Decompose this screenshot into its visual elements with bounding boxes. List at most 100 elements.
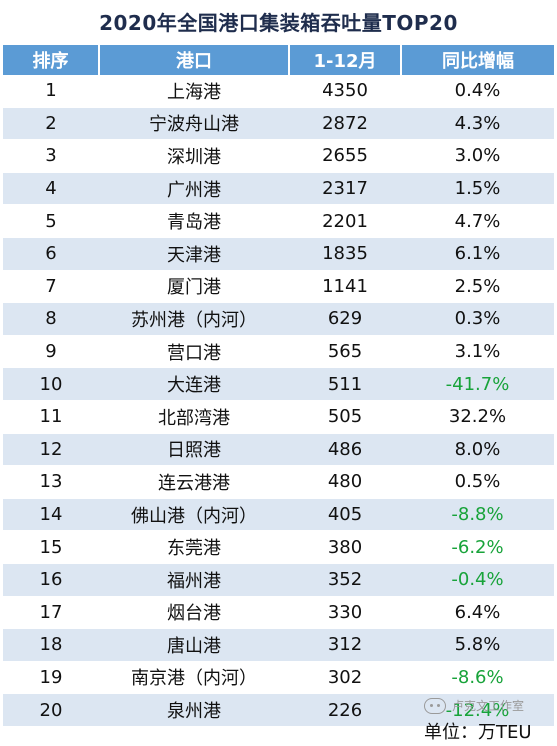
cell-growth: 6.1% [401, 237, 554, 271]
table-row: 11 北部湾港 505 32.2% [3, 400, 554, 434]
header-volume: 1-12月 [289, 45, 402, 75]
cell-rank: 20 [3, 693, 99, 727]
cell-growth: 3.1% [401, 335, 554, 369]
cell-volume: 505 [289, 400, 401, 434]
cell-port: 苏州港（内河） [99, 302, 289, 336]
cell-rank: 3 [3, 139, 99, 173]
cell-growth: 32.2% [401, 400, 554, 434]
table-row: 2 宁波舟山港 2872 4.3% [3, 107, 554, 141]
cell-port: 天津港 [99, 237, 289, 271]
cell-volume: 405 [289, 498, 401, 532]
cell-port: 烟台港 [99, 596, 289, 630]
cell-port: 南京港（内河） [99, 661, 289, 695]
cell-rank: 11 [3, 400, 99, 434]
header-port: 港口 [99, 45, 290, 75]
cell-port: 青岛港 [99, 204, 289, 238]
watermark: 卢克文工作室 [424, 697, 524, 714]
table-row: 14 佛山港（内河） 405 -8.8% [3, 498, 554, 532]
table-row: 8 苏州港（内河） 629 0.3% [3, 302, 554, 336]
cell-growth: 4.7% [401, 204, 554, 238]
cell-volume: 565 [289, 335, 401, 369]
cell-volume: 2201 [289, 204, 401, 238]
cell-growth: -8.6% [401, 661, 554, 695]
cell-volume: 1141 [289, 270, 401, 304]
cell-port: 上海港 [99, 75, 289, 108]
cell-rank: 18 [3, 628, 99, 662]
cell-port: 大连港 [99, 367, 289, 401]
table-row: 4 广州港 2317 1.5% [3, 172, 554, 206]
cell-volume: 486 [289, 433, 401, 467]
cell-port: 佛山港（内河） [99, 498, 289, 532]
cell-port: 广州港 [99, 172, 289, 206]
cell-rank: 5 [3, 204, 99, 238]
cell-volume: 312 [289, 628, 401, 662]
cell-port: 日照港 [99, 433, 289, 467]
cell-rank: 4 [3, 172, 99, 206]
cell-volume: 2317 [289, 172, 401, 206]
table-row: 3 深圳港 2655 3.0% [3, 139, 554, 173]
table-row: 12 日照港 486 8.0% [3, 433, 554, 467]
cell-growth: -0.4% [401, 563, 554, 597]
cell-growth: 3.0% [401, 139, 554, 173]
cell-volume: 1835 [289, 237, 401, 271]
cell-rank: 14 [3, 498, 99, 532]
cell-growth: 6.4% [401, 596, 554, 630]
cell-volume: 380 [289, 530, 401, 564]
cell-port: 连云港港 [99, 465, 289, 499]
cell-port: 厦门港 [99, 270, 289, 304]
table-row: 10 大连港 511 -41.7% [3, 367, 554, 401]
cell-growth: 5.8% [401, 628, 554, 662]
cell-rank: 16 [3, 563, 99, 597]
cell-port: 深圳港 [99, 139, 289, 173]
cell-port: 宁波舟山港 [99, 107, 289, 141]
header-rank: 排序 [3, 45, 100, 75]
table-row: 6 天津港 1835 6.1% [3, 237, 554, 271]
cell-volume: 352 [289, 563, 401, 597]
cell-rank: 10 [3, 367, 99, 401]
cell-rank: 19 [3, 661, 99, 695]
cell-volume: 226 [289, 693, 401, 727]
cell-rank: 13 [3, 465, 99, 499]
cell-volume: 330 [289, 596, 401, 630]
table-title: 2020年全国港口集装箱吞吐量TOP20 [99, 10, 458, 35]
table-row: 7 厦门港 1141 2.5% [3, 270, 554, 304]
cell-volume: 2655 [289, 139, 401, 173]
cell-port: 东莞港 [99, 530, 289, 564]
cell-volume: 511 [289, 367, 401, 401]
wechat-icon [424, 697, 446, 714]
table-row: 18 唐山港 312 5.8% [3, 628, 554, 662]
cell-growth: 0.4% [401, 75, 554, 108]
cell-rank: 17 [3, 596, 99, 630]
table-body: 1 上海港 4350 0.4% 2 宁波舟山港 2872 4.3% 3 深圳港 2655 3.0% 4 广… [3, 75, 554, 727]
port-ranking-table: 排序 港口 1-12月 同比增幅 1 上海港 4350 0.4% 2 宁波舟山港 2872 4… [3, 45, 554, 727]
cell-port: 营口港 [99, 335, 289, 369]
cell-rank: 2 [3, 107, 99, 141]
cell-volume: 2872 [289, 107, 401, 141]
cell-rank: 9 [3, 335, 99, 369]
cell-growth: 2.5% [401, 270, 554, 304]
cell-growth: -8.8% [401, 498, 554, 532]
cell-growth: 0.5% [401, 465, 554, 499]
header-growth: 同比增幅 [401, 45, 554, 75]
cell-growth: -6.2% [401, 530, 554, 564]
table-header-row: 排序 港口 1-12月 同比增幅 [3, 45, 554, 75]
table-row: 19 南京港（内河） 302 -8.6% [3, 661, 554, 695]
cell-rank: 15 [3, 530, 99, 564]
cell-port: 泉州港 [99, 693, 289, 727]
cell-growth: 8.0% [401, 433, 554, 467]
cell-volume: 4350 [289, 75, 401, 108]
cell-volume: 302 [289, 661, 401, 695]
cell-growth: -41.7% [401, 367, 554, 401]
cell-rank: 6 [3, 237, 99, 271]
watermark-text: 卢克文工作室 [452, 699, 525, 713]
cell-volume: 629 [289, 302, 401, 336]
cell-growth: 0.3% [401, 302, 554, 336]
table-row: 13 连云港港 480 0.5% [3, 465, 554, 499]
cell-rank: 1 [3, 75, 99, 108]
table-row: 15 东莞港 380 -6.2% [3, 530, 554, 564]
cell-volume: 480 [289, 465, 401, 499]
table-row: 5 青岛港 2201 4.7% [3, 204, 554, 238]
cell-rank: 8 [3, 302, 99, 336]
cell-port: 北部湾港 [99, 400, 289, 434]
table-row: 17 烟台港 330 6.4% [3, 596, 554, 630]
